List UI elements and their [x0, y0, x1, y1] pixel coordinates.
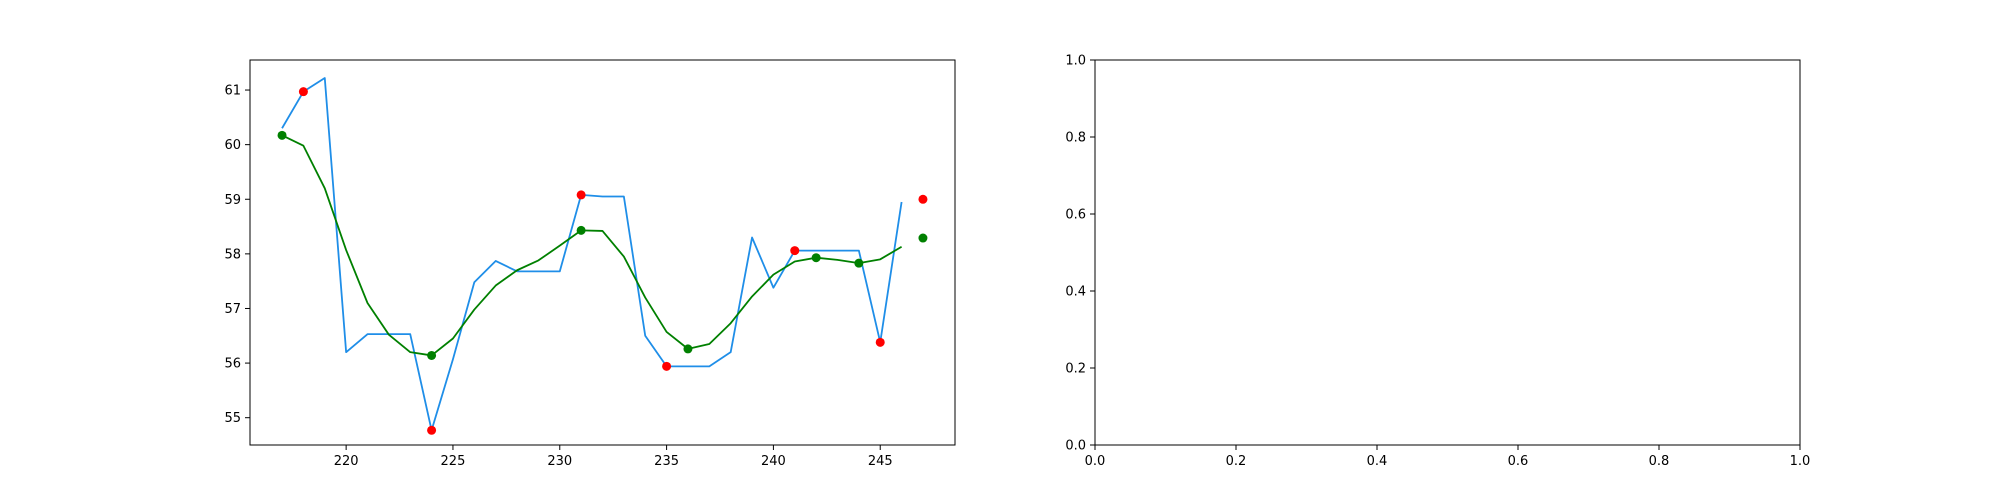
red-point [662, 361, 672, 371]
y-tick-label: 0.8 [1065, 131, 1086, 146]
y-tick-label: 57 [224, 302, 241, 317]
x-tick-label: 0.6 [1508, 454, 1529, 469]
y-tick-label: 1.0 [1065, 54, 1086, 69]
green-point [427, 350, 437, 360]
x-tick-label: 0.4 [1367, 454, 1388, 469]
red-point [576, 190, 586, 200]
left-plot-area [277, 77, 928, 435]
y-tick-label: 56 [224, 357, 241, 372]
x-tick-label: 230 [547, 454, 572, 469]
red-point [790, 246, 800, 256]
green-point [576, 225, 586, 235]
red-point [918, 194, 928, 204]
left-x-axis: 220 225 230 235 240 245 [334, 445, 893, 469]
y-tick-label: 60 [224, 138, 241, 153]
x-tick-label: 235 [654, 454, 679, 469]
raw-series-line [281, 77, 903, 432]
right-x-axis: 0.0 0.2 0.4 0.6 0.8 1.0 [1085, 445, 1811, 469]
green-point [854, 258, 864, 268]
y-tick-label: 0.2 [1065, 362, 1086, 377]
y-tick-label: 55 [224, 411, 241, 426]
y-tick-label: 0.4 [1065, 285, 1086, 300]
y-tick-label: 58 [224, 247, 241, 262]
x-tick-label: 0.0 [1085, 454, 1106, 469]
left-y-axis: 55 56 57 58 59 60 61 [224, 84, 250, 426]
x-tick-label: 220 [334, 454, 359, 469]
y-tick-label: 59 [224, 193, 241, 208]
right-y-axis: 0.0 0.2 0.4 0.6 0.8 1.0 [1065, 54, 1095, 454]
right-axes: 0.0 0.2 0.4 0.6 0.8 1.0 0.0 0.2 0.4 0.6 0.8 1.0 [1065, 54, 1810, 470]
right-plot-frame [1094, 59, 1801, 446]
left-plot-frame [249, 59, 956, 446]
x-tick-label: 0.2 [1226, 454, 1247, 469]
y-tick-label: 0.0 [1065, 439, 1086, 454]
green-point [277, 130, 287, 140]
red-point [427, 425, 437, 435]
smoothed-series-line [281, 134, 903, 357]
y-tick-label: 61 [224, 84, 241, 99]
x-tick-label: 245 [868, 454, 893, 469]
green-point [683, 344, 693, 354]
y-tick-label: 0.6 [1065, 208, 1086, 223]
green-point [811, 253, 821, 263]
x-tick-label: 0.8 [1649, 454, 1670, 469]
x-tick-label: 225 [441, 454, 466, 469]
x-tick-label: 1.0 [1790, 454, 1811, 469]
green-point [918, 233, 928, 243]
red-point [875, 337, 885, 347]
x-tick-label: 240 [761, 454, 786, 469]
red-point [298, 87, 308, 97]
left-axes: 220 225 230 235 240 245 55 56 57 58 59 60 61 [224, 59, 956, 469]
